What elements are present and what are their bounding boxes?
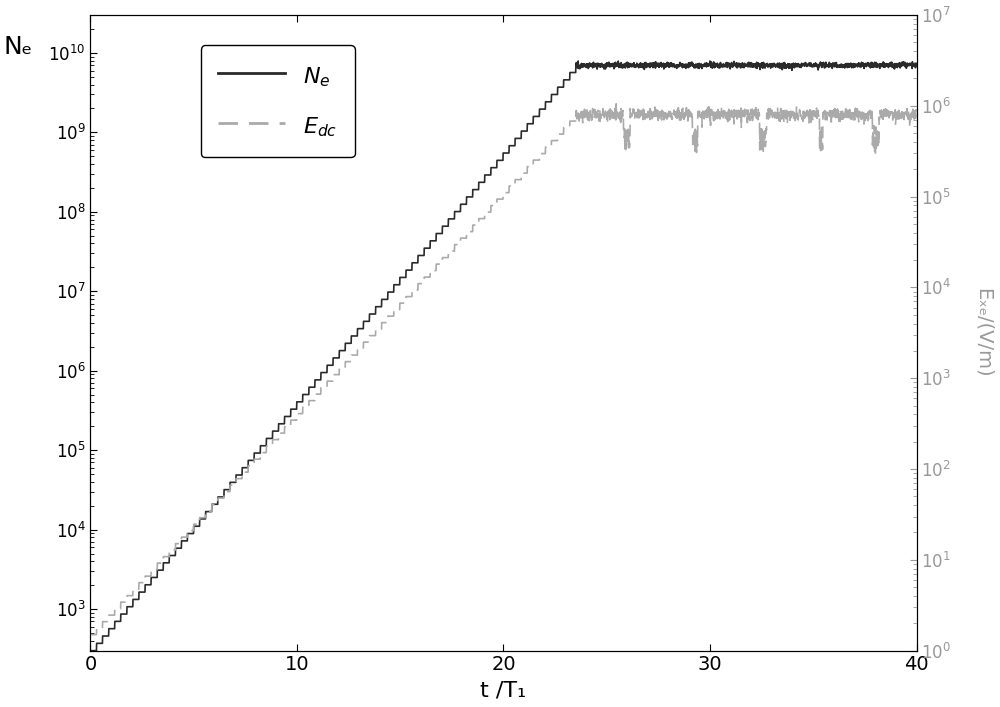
X-axis label: t /T₁: t /T₁ [480, 680, 527, 700]
Y-axis label: Nₑ: Nₑ [3, 35, 33, 59]
Y-axis label: Eₓₑ/(V/m): Eₓₑ/(V/m) [974, 288, 993, 378]
Legend: $N_e$, $E_{dc}$: $N_e$, $E_{dc}$ [201, 45, 355, 157]
